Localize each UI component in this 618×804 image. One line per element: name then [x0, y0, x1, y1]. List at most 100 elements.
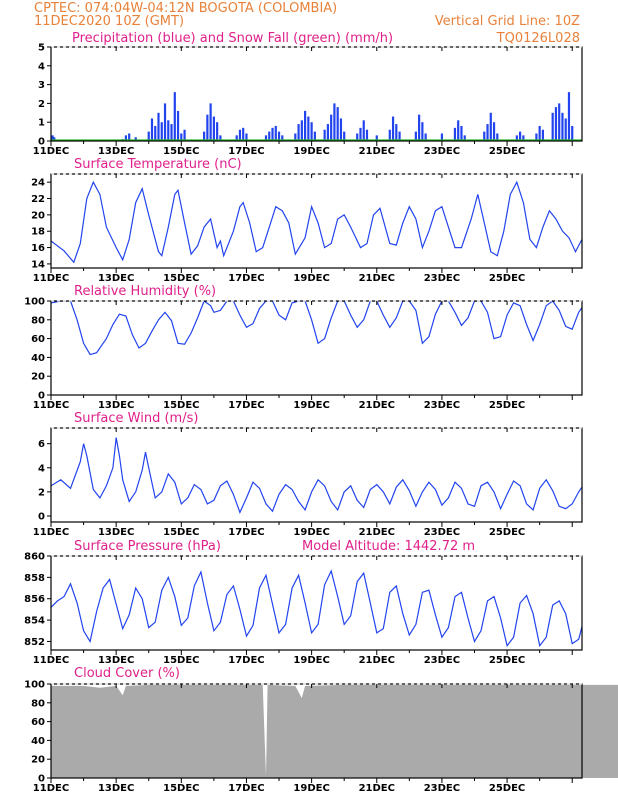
rh-ytick-label: 100 [24, 297, 45, 308]
rh-ytick-label: 80 [31, 315, 45, 326]
precip-bar [245, 133, 248, 141]
cloud-ytick-label: 20 [31, 755, 45, 766]
cloud-xtick-label: 19DEC [293, 783, 329, 794]
precip-bar [216, 122, 219, 141]
precip-bar [180, 133, 183, 141]
temp-xtick-label: 21DEC [359, 273, 395, 284]
pres-line [51, 569, 582, 648]
wind-xtick-label: 19DEC [293, 527, 329, 538]
pres-ytick-label: 858 [24, 573, 45, 584]
wind-panel: 0 2 4 6 11DEC 13DEC 15DEC 17DEC 19DEC 21DEC 23DEC 2… [33, 427, 583, 538]
header-grid-note: Vertical Grid Line: 10Z [435, 14, 580, 29]
precip-bar [212, 116, 215, 141]
wind-line [51, 437, 582, 514]
precip-bar [209, 103, 212, 141]
precip-bar [440, 133, 444, 141]
precip-xtick-label: 19DEC [293, 146, 329, 157]
temp-xtick-label: 17DEC [228, 273, 264, 284]
precip-bar [163, 103, 167, 141]
rh-ytick-label: 60 [31, 334, 45, 345]
rh-xtick-label: 25DEC [489, 400, 525, 411]
cloud-ytick-label: 60 [31, 717, 45, 728]
cloud-title: Cloud Cover (%) [74, 666, 180, 681]
precip-ytick-label: 4 [38, 61, 45, 72]
precip-bar [238, 129, 242, 141]
precip-bar [339, 118, 343, 141]
temp-line [51, 180, 582, 264]
wind-xtick-label: 15DEC [163, 527, 199, 538]
wind-frame [50, 427, 583, 523]
precip-bar [453, 127, 457, 141]
pres-xtick-label: 11DEC [33, 655, 69, 666]
pres-xtick-label: 21DEC [359, 655, 395, 666]
precip-bar [496, 133, 499, 141]
precip-bar [522, 135, 525, 141]
precip-bar [460, 125, 463, 141]
precip-bar [154, 125, 157, 141]
pres-xtick-label: 17DEC [228, 655, 264, 666]
precip-bar [310, 122, 313, 141]
temp-xtick-label: 15DEC [163, 273, 199, 284]
rh-xtick-label: 13DEC [98, 400, 134, 411]
precip-bar [323, 129, 326, 141]
precip-bar [176, 110, 180, 141]
precip-bar [160, 122, 163, 141]
rh-xtick-label: 17DEC [228, 400, 264, 411]
rh-ytick-label: 20 [31, 372, 45, 383]
pres-xtick-label: 23DEC [424, 655, 460, 666]
precip-bar [277, 131, 281, 141]
temp-title: Surface Temperature (nC) [74, 157, 242, 172]
pres-frame [50, 555, 583, 651]
precip-bar [268, 131, 271, 141]
precip-bar [124, 135, 128, 141]
precip-bar [424, 133, 427, 141]
temp-xtick-label: 25DEC [489, 273, 525, 284]
header-datetime: 11DEC2020 10Z (GMT) [34, 14, 184, 29]
cloud-xtick-label: 15DEC [163, 783, 199, 794]
precip-bar [519, 131, 522, 141]
precip-bar [359, 127, 362, 141]
temp-xtick-label: 23DEC [424, 273, 460, 284]
precip-bar [281, 135, 284, 141]
cloud-xtick-label: 17DEC [228, 783, 264, 794]
precip-bar [558, 103, 561, 141]
wind-xtick-label: 21DEC [359, 527, 395, 538]
precip-frame [50, 46, 583, 142]
precip-bar [167, 120, 170, 141]
temp-ytick-label: 22 [31, 194, 45, 205]
pres-ytick-label: 852 [24, 637, 45, 648]
precip-ytick-label: 3 [38, 80, 45, 91]
precip-bar [307, 116, 310, 141]
temp-ytick-label: 16 [31, 243, 45, 254]
precip-bar [206, 114, 209, 141]
cloud-panel: 0 20 40 60 80 100 11DEC 13DEC 15DEC 17DEC 19DEC 21D… [24, 680, 618, 794]
precip-bar [326, 124, 330, 141]
rh-xtick-label: 15DEC [163, 400, 199, 411]
header-model-id: TQ0126L028 [496, 31, 580, 46]
cloud-xtick-label: 11DEC [33, 783, 69, 794]
precip-bar [203, 131, 206, 141]
precip-bar [330, 114, 333, 141]
rh-frame [50, 300, 583, 396]
temp-panel: 14 16 18 20 22 24 11DEC 13DEC 15DEC 17DEC 19DEC 21D… [31, 173, 583, 284]
precip-bar [489, 112, 492, 141]
precip-ytick-label: 2 [38, 99, 45, 110]
cloud-xtick-label: 25DEC [489, 783, 525, 794]
precip-bar [128, 133, 131, 141]
precip-bar [297, 124, 300, 141]
cloud-xtick-label: 23DEC [424, 783, 460, 794]
precip-bar [365, 129, 369, 141]
temp-ytick-label: 20 [31, 210, 45, 221]
header-location: CPTEC: 074:04W-04:12N BOGOTA (COLOMBIA) [34, 1, 337, 16]
precip-bar [333, 103, 336, 141]
pres-xtick-label: 25DEC [489, 655, 525, 666]
precip-bar [264, 135, 268, 141]
cloud-ytick-label: 0 [38, 774, 45, 785]
cloud-xtick-label: 21DEC [359, 783, 395, 794]
rh-xtick-label: 19DEC [293, 400, 329, 411]
temp-ytick-label: 14 [31, 259, 45, 270]
precip-bar [551, 112, 554, 141]
wind-ytick-label: 2 [38, 487, 45, 498]
pres-panel: 852 854 856 858 860 11DEC 13DEC 15DEC 17DEC 19DEC… [24, 552, 583, 666]
pres-ytick-label: 856 [24, 594, 45, 605]
